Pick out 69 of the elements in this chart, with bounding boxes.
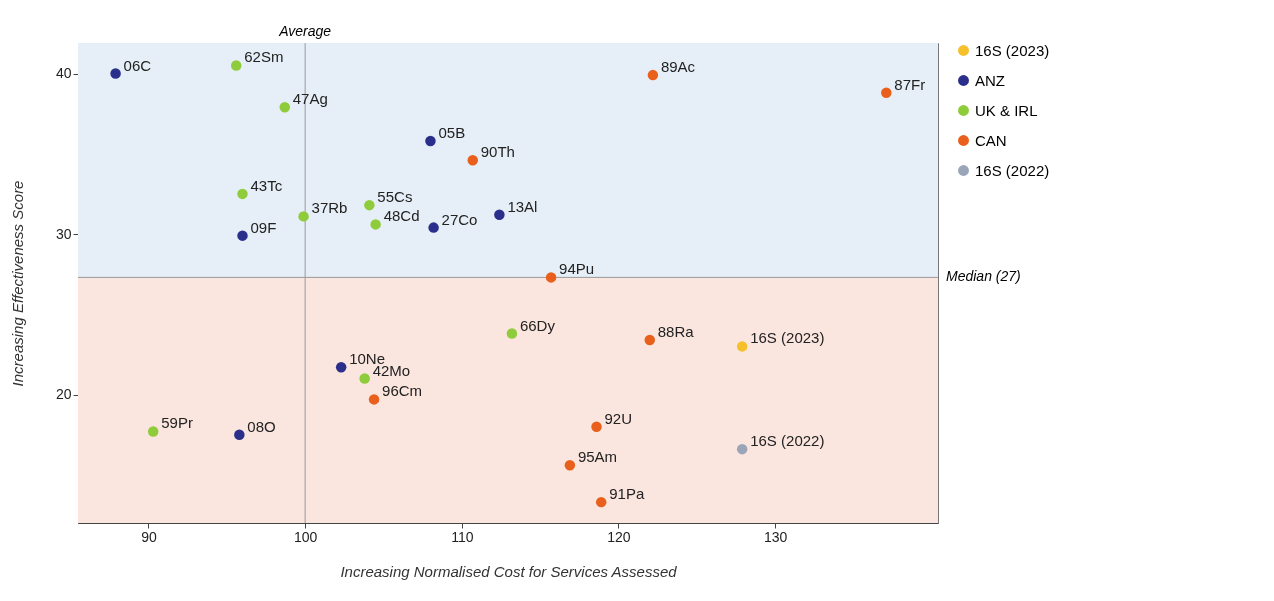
annotation: 92U bbox=[604, 409, 633, 427]
annotation: 09F bbox=[250, 218, 277, 236]
annotation: 08O bbox=[247, 417, 276, 435]
point bbox=[881, 87, 892, 98]
legend-label: ANZ bbox=[975, 71, 1005, 89]
point bbox=[368, 394, 380, 405]
x-tick-label: 130 bbox=[763, 528, 788, 545]
point bbox=[335, 362, 347, 373]
point bbox=[736, 443, 748, 455]
point bbox=[237, 230, 248, 241]
point bbox=[647, 69, 659, 81]
point bbox=[230, 60, 242, 71]
annotation: 59Pr bbox=[161, 414, 193, 432]
annotation: 62Sm bbox=[244, 48, 284, 66]
y-tick-label: 30 bbox=[55, 225, 72, 242]
annotation: 55Cs bbox=[377, 188, 413, 206]
point bbox=[110, 68, 121, 79]
annotation: 87Fr bbox=[894, 75, 926, 93]
annotation: 48Cd bbox=[383, 207, 420, 225]
legend-label: 16S (2022) bbox=[975, 161, 1050, 179]
point bbox=[494, 209, 505, 221]
y-tick-label: 20 bbox=[55, 386, 72, 403]
x-tick-label: 90 bbox=[141, 528, 157, 545]
annotation: 06C bbox=[123, 56, 152, 74]
y-tick-label: 40 bbox=[55, 65, 72, 81]
point bbox=[591, 421, 602, 432]
annotation: 89Ac bbox=[660, 58, 696, 76]
annotation: 95Am bbox=[577, 448, 618, 466]
annotation: 27Co bbox=[441, 210, 478, 228]
point bbox=[564, 459, 576, 471]
point bbox=[364, 199, 375, 211]
annotation: 05B bbox=[438, 123, 466, 141]
point bbox=[370, 219, 381, 230]
annotation: 91Pa bbox=[609, 485, 645, 503]
point bbox=[279, 101, 291, 113]
x-tick-label: 120 bbox=[607, 528, 631, 545]
point bbox=[425, 135, 436, 147]
annotation: 66Dy bbox=[519, 316, 556, 334]
point bbox=[147, 426, 159, 437]
x-axis-title: Increasing Normalised Cost for Services Assessed bbox=[340, 562, 678, 580]
annotation: 16S (2023) bbox=[750, 329, 825, 347]
point bbox=[234, 429, 245, 440]
annotation: 37Rb bbox=[311, 199, 348, 217]
point bbox=[298, 211, 309, 222]
point bbox=[428, 222, 439, 233]
annotation: 88Ra bbox=[657, 322, 695, 340]
legend-label: CAN bbox=[975, 131, 1007, 149]
point bbox=[736, 341, 748, 352]
y-axis-title: Increasing Effectiveness Score bbox=[8, 180, 26, 387]
annotation: 43Tc bbox=[250, 176, 283, 194]
legend-label: UK & IRL bbox=[975, 101, 1038, 119]
annotation: 47Ag bbox=[292, 90, 328, 108]
legend-label: 16S (2023) bbox=[975, 41, 1050, 59]
point bbox=[595, 496, 607, 508]
point bbox=[545, 272, 557, 283]
annotation: 94Pu bbox=[559, 260, 595, 278]
annotation: 13Al bbox=[507, 197, 538, 215]
ref-line-label: Median (27) bbox=[946, 268, 1021, 285]
ref-line-label: Average bbox=[278, 23, 332, 39]
x-tick-label: 110 bbox=[451, 528, 474, 545]
annotation: 96Cm bbox=[382, 382, 423, 400]
point bbox=[359, 373, 370, 384]
annotation: 90Th bbox=[480, 143, 515, 161]
point bbox=[644, 334, 656, 346]
point bbox=[506, 328, 518, 339]
annotation: 16S (2022) bbox=[750, 432, 825, 450]
point bbox=[467, 154, 478, 166]
point bbox=[237, 188, 248, 200]
x-tick-label: 100 bbox=[293, 528, 318, 545]
